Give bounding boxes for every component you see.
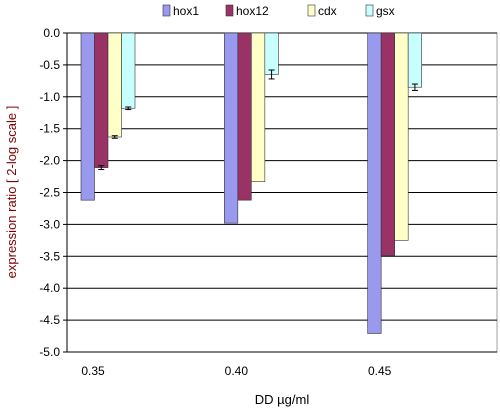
y-axis: 0.0 -0.5 -1.0 -1.5 -2.0 -2.5 -3.0 -3.5 -4.0 -4.5 -…: [39, 26, 68, 359]
legend-swatch: [162, 4, 171, 17]
legend-swatch: [365, 4, 374, 17]
y-axis-label: expression ratio [ 2-log scale ]: [4, 106, 19, 279]
y-tick-label: -3.0: [39, 217, 60, 231]
y-tick-label: -1.5: [39, 122, 60, 136]
legend-swatch: [307, 4, 316, 17]
legend-label: cdx: [318, 4, 337, 18]
y-tick-label: -2.5: [39, 186, 60, 200]
bar-hox1-0.35: [80, 32, 95, 201]
legend-label: hox1: [173, 4, 199, 18]
bar-hox1-0.40: [224, 32, 239, 224]
bar-gsx-0.45: [407, 32, 422, 88]
x-tick-label: 0.45: [368, 364, 392, 378]
bar-hox12-0.45: [380, 32, 395, 256]
gridlines: [67, 32, 497, 353]
legend-item-hox12: hox12: [225, 4, 269, 18]
y-tick-label: 0.0: [43, 26, 60, 40]
legend-item-hox1: hox1: [162, 4, 199, 18]
bar-cdx-0.35: [107, 32, 122, 138]
x-axis-label: DD µg/ml: [255, 392, 310, 407]
bar-gsx-0.35: [121, 32, 136, 109]
legend-item-gsx: gsx: [365, 4, 395, 18]
legend-swatch: [225, 4, 234, 17]
bar-cdx-0.45: [394, 32, 409, 241]
x-axis-tick-labels: 0.35 0.40 0.45: [81, 364, 391, 378]
bar-hox12-0.40: [237, 32, 252, 201]
y-tick-label: -0.5: [39, 58, 60, 72]
bar-gsx-0.40: [264, 32, 279, 75]
legend-label: hox12: [236, 4, 269, 18]
legend: hox1 hox12 cdx gsx: [162, 4, 395, 18]
bars: [80, 32, 422, 334]
x-tick-label: 0.40: [225, 364, 249, 378]
y-tick-label: -4.0: [39, 281, 60, 295]
bar-hox12-0.35: [94, 32, 109, 168]
y-tick-label: -5.0: [39, 345, 60, 359]
legend-label: gsx: [376, 4, 395, 18]
legend-item-cdx: cdx: [307, 4, 337, 18]
bar-hox1-0.45: [367, 32, 382, 334]
x-tick-label: 0.35: [81, 364, 105, 378]
bar-cdx-0.40: [251, 32, 266, 182]
y-tick-label: -2.0: [39, 154, 60, 168]
y-tick-label: -1.0: [39, 90, 60, 104]
y-tick-label: -4.5: [39, 313, 60, 327]
y-tick-label: -3.5: [39, 249, 60, 263]
